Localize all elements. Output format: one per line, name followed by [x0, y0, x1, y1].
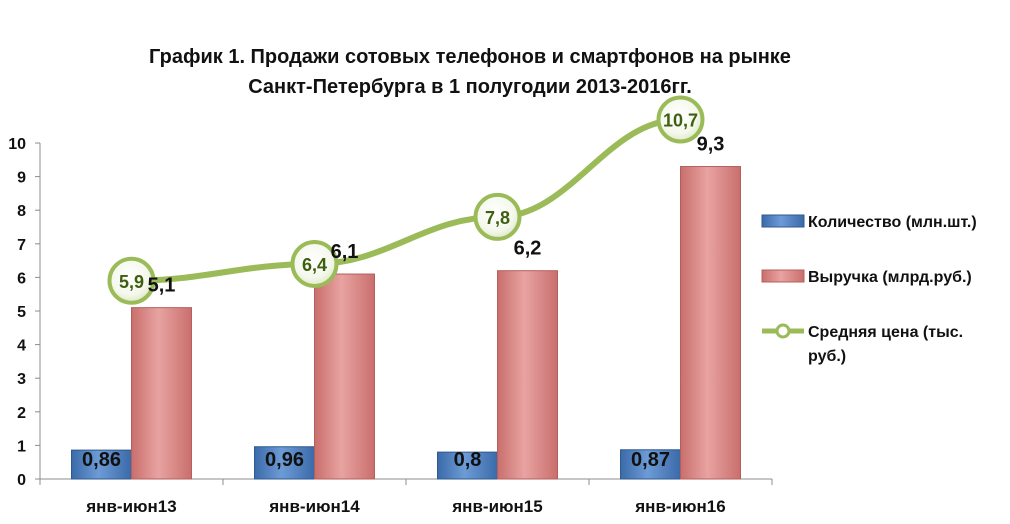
data-label-quantity: 0,87: [631, 449, 670, 471]
chart-title: График 1. Продажи сотовых телефонов и см…: [0, 42, 940, 102]
data-label-price: 5,9: [119, 272, 144, 292]
line-marker: [656, 95, 705, 144]
line-marker: [107, 256, 156, 305]
legend-label-price-line-2: руб.): [808, 348, 846, 365]
chart-title-line-1: График 1. Продажи сотовых телефонов и см…: [149, 46, 791, 68]
data-label-price: 7,8: [485, 208, 510, 228]
y-tick-label: 7: [17, 237, 26, 254]
y-tick-label: 5: [17, 304, 26, 321]
data-label-revenue: 6,2: [514, 238, 542, 260]
x-tick-label: янв-июн16: [634, 497, 725, 516]
legend-label-price: Средняя цена (тыс. руб.): [808, 324, 963, 365]
data-label-price: 6,4: [302, 255, 327, 275]
data-label-quantity: 0,8: [454, 449, 482, 471]
legend-label-price-line-1: Средняя цена (тыс.: [808, 324, 963, 341]
data-label-revenue: 5,1: [148, 275, 176, 297]
y-tick-label: 1: [17, 438, 26, 455]
line-marker: [473, 192, 522, 241]
x-tick-label: янв-июн14: [268, 497, 360, 516]
y-tick-label: 6: [17, 270, 26, 287]
chart-title-line-2: Санкт-Петербурга в 1 полугодии 2013-2016…: [248, 76, 692, 98]
data-label-revenue: 6,1: [331, 241, 359, 263]
data-label-price: 10,7: [663, 110, 698, 130]
bars: [71, 166, 741, 480]
y-tick-label: 10: [8, 136, 26, 153]
data-label-revenue: 9,3: [697, 134, 725, 156]
line-average-price: [128, 116, 684, 284]
x-tick-label: янв-июн13: [85, 497, 176, 516]
y-tick-label: 3: [17, 371, 26, 388]
y-tick-label: 8: [17, 203, 26, 220]
y-tick-label: 0: [17, 472, 26, 489]
y-tick-label: 2: [17, 405, 26, 422]
y-tick-label: 9: [17, 170, 26, 187]
legend-swatch-revenue: [761, 269, 805, 283]
bar-revenue: [680, 166, 741, 480]
bar-revenue: [314, 273, 375, 480]
bar-revenue: [131, 307, 192, 480]
bar-revenue: [497, 270, 558, 480]
data-label-quantity: 0,86: [82, 449, 121, 471]
line-layer: 5,9 6,4 7,8 10,7: [107, 95, 705, 305]
legend: Количество (млн.шт.) Выручка (млрд.руб.) С…: [761, 214, 977, 365]
x-tick-label: янв-июн15: [451, 497, 542, 516]
bar-quantity: [437, 451, 498, 480]
legend-label-revenue: Выручка (млрд.руб.): [808, 269, 972, 286]
legend-swatch-quantity: [761, 214, 805, 228]
line-marker: [290, 239, 339, 288]
legend-swatch-marker: [775, 323, 791, 339]
legend-label-quantity: Количество (млн.шт.): [808, 214, 977, 231]
data-label-quantity: 0,96: [265, 449, 304, 471]
labels: 0,86 5,1 0,96 6,1 0,8 6,2 0,87 9,3: [82, 134, 724, 471]
y-tick-label: 4: [17, 338, 26, 355]
